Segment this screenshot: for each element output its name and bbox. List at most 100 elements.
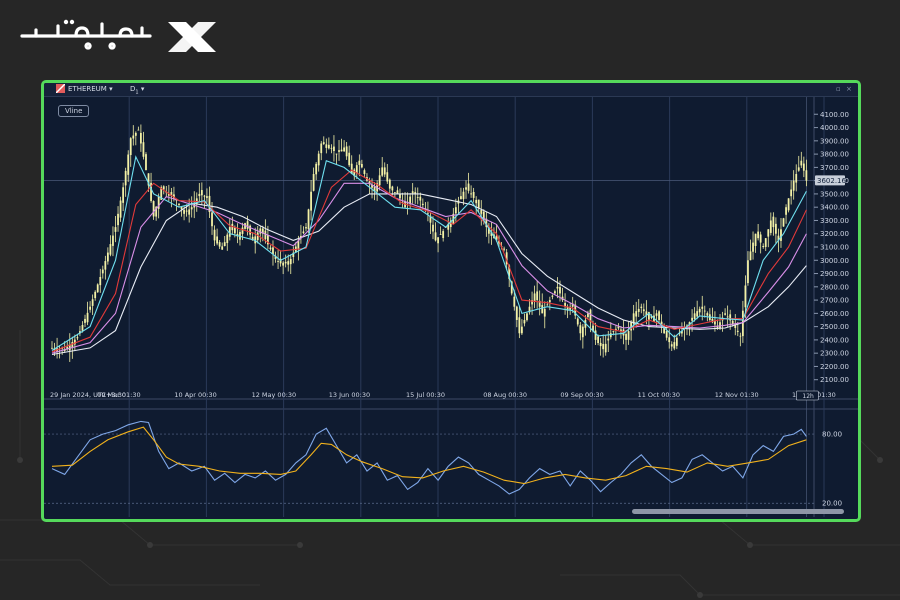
- candle-body: [551, 295, 554, 297]
- candle-body: [648, 312, 650, 320]
- candle-body: [460, 196, 462, 200]
- price-tick-label: 3500.00: [820, 190, 849, 198]
- candle-body: [447, 224, 450, 230]
- candle-body: [675, 337, 678, 346]
- close-window-icon[interactable]: ×: [846, 85, 852, 93]
- candle-body: [213, 229, 216, 241]
- candle-body: [198, 193, 201, 197]
- symbol-selector[interactable]: ETHEREUM ▾: [68, 84, 113, 95]
- candle-body: [589, 309, 592, 323]
- candle-body: [729, 314, 732, 321]
- candle-body: [360, 164, 363, 168]
- candle-body: [617, 326, 620, 329]
- candle-body: [226, 234, 229, 244]
- candle-body: [256, 232, 259, 241]
- candle-body: [787, 198, 790, 211]
- candle-body: [414, 191, 417, 195]
- candle-body: [747, 260, 749, 284]
- candle-body: [508, 265, 511, 279]
- candle-body: [206, 196, 208, 198]
- candle-body: [66, 346, 69, 349]
- candle-body: [91, 299, 94, 306]
- candle-body: [391, 186, 394, 191]
- chart-grid: [44, 97, 858, 517]
- candle-body: [188, 209, 191, 215]
- candle-body: [604, 343, 607, 353]
- candle-body: [119, 200, 122, 218]
- candle-body: [612, 331, 615, 332]
- candle-body: [754, 233, 757, 246]
- candle-body: [505, 252, 508, 265]
- candle-body: [249, 225, 252, 235]
- candle-body: [409, 196, 412, 205]
- candle-body: [543, 308, 546, 317]
- price-tick-label: 2800.00: [820, 283, 849, 291]
- timeframe-selector[interactable]: D1 ▾: [130, 84, 144, 98]
- candle-body: [769, 220, 772, 233]
- time-tick-label: 12 May 00:30: [252, 391, 297, 399]
- candle-body: [467, 183, 470, 191]
- moving-average-line: [51, 182, 807, 354]
- candle-body: [162, 186, 165, 190]
- candle-body: [515, 306, 518, 320]
- time-tick-label: 13 Jun 00:30: [329, 391, 370, 399]
- candle-body: [307, 209, 310, 230]
- time-tick-label: 15 Jul 00:30: [406, 391, 445, 399]
- candle-body: [338, 150, 340, 152]
- candle-body: [741, 310, 744, 337]
- time-tick-label: 09 Sep 00:30: [560, 391, 603, 399]
- price-tick-label: 2700.00: [820, 297, 849, 305]
- candle-body: [693, 313, 696, 319]
- candle-body: [51, 347, 53, 349]
- candle-body: [703, 310, 706, 312]
- candle-body: [190, 207, 193, 210]
- candle-body: [81, 325, 84, 331]
- candle-body: [607, 338, 610, 341]
- candle-body: [790, 189, 793, 197]
- candle-body: [510, 281, 513, 294]
- timeframe-sub-label: 1: [135, 89, 139, 96]
- candle-body: [569, 306, 572, 310]
- candle-body: [315, 163, 318, 175]
- price-tick-label: 4100.00: [820, 111, 849, 119]
- vline-button[interactable]: Vline: [58, 105, 90, 117]
- candle-body: [571, 303, 574, 307]
- moving-average-line: [51, 169, 807, 353]
- candle-body: [381, 167, 384, 176]
- candle-body: [173, 194, 175, 199]
- candle-body: [310, 191, 312, 211]
- candle-body: [160, 187, 163, 200]
- candle-body: [655, 313, 658, 316]
- candle-body: [698, 308, 701, 313]
- restore-window-icon[interactable]: ▫: [836, 85, 841, 93]
- candle-body: [73, 339, 76, 345]
- price-tick-label: 2500.00: [820, 323, 849, 331]
- price-tick-label: 3100.00: [820, 244, 849, 252]
- hover-time-label: 12h: [802, 393, 814, 400]
- candle-body: [101, 269, 104, 274]
- timeframe-label: D: [130, 85, 136, 93]
- horizontal-scrollbar[interactable]: [632, 509, 844, 514]
- candle-body: [597, 336, 599, 343]
- candlestick-series: [51, 124, 808, 362]
- candle-body: [396, 190, 399, 194]
- symbol-label: ETHEREUM: [68, 85, 107, 93]
- candle-body: [129, 138, 132, 156]
- candle-body: [371, 184, 373, 188]
- time-tick-label: 09 Mar 01:30: [97, 391, 140, 399]
- candle-body: [731, 320, 734, 324]
- candle-body: [180, 206, 183, 210]
- candle-body: [528, 306, 531, 313]
- candle-body: [86, 312, 89, 323]
- candle-body: [706, 313, 709, 316]
- candle-body: [490, 231, 493, 236]
- candle-body: [454, 207, 457, 214]
- price-axis: 4100.004000.003900.003800.003700.003600.…: [814, 111, 849, 384]
- candle-body: [282, 262, 285, 266]
- price-tick-label: 4000.00: [820, 124, 849, 132]
- candle-body: [363, 170, 366, 175]
- price-tick-label: 3000.00: [820, 257, 849, 265]
- price-tick-label: 2900.00: [820, 270, 849, 278]
- candle-body: [170, 192, 173, 197]
- candle-body: [724, 313, 726, 315]
